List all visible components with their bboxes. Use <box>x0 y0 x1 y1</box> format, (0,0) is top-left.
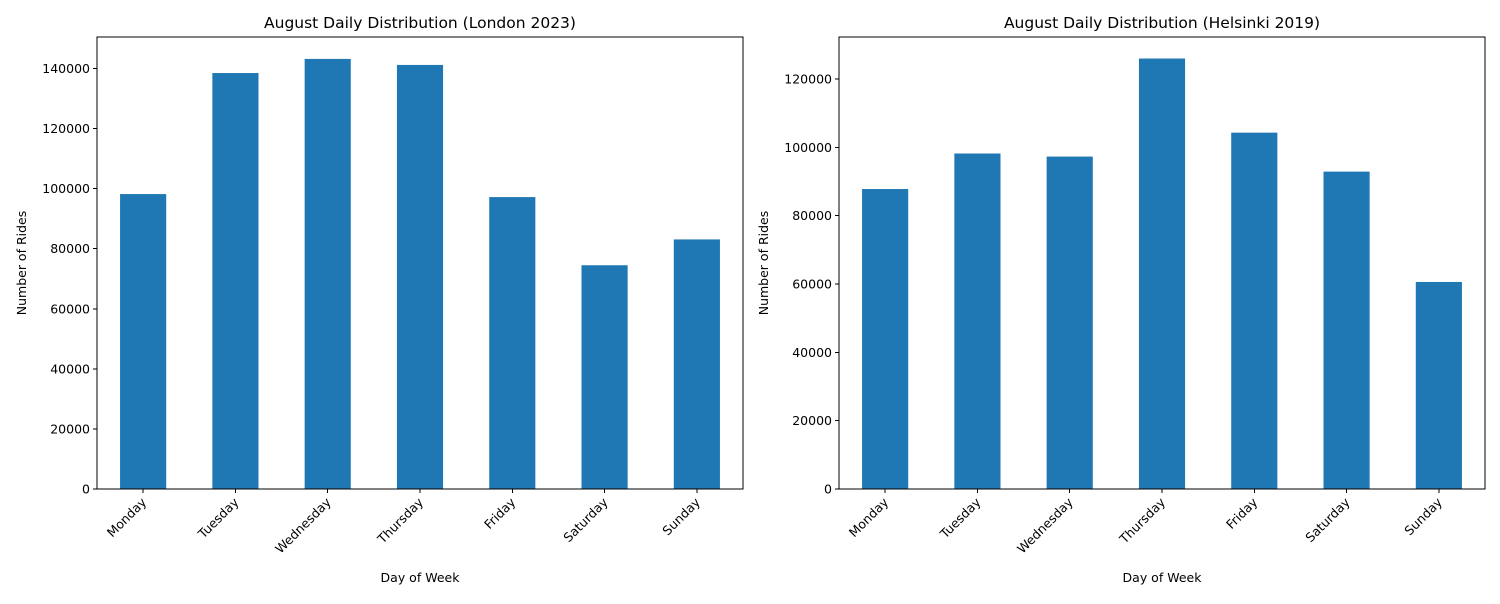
x-tick-label: Friday <box>481 494 519 532</box>
x-tick-label: Saturday <box>560 494 611 545</box>
y-tick-label: 80000 <box>792 208 832 223</box>
bar-friday <box>1231 132 1278 489</box>
bar-sunday <box>1415 281 1462 489</box>
bar-tuesday <box>954 153 1001 489</box>
x-tick-label: Saturday <box>1302 494 1353 545</box>
x-tick-label: Tuesday <box>936 494 984 542</box>
bar-monday <box>862 189 909 489</box>
chart-helsinki-2019: August Daily Distribution (Helsinki 2019… <box>756 14 1486 585</box>
x-tick-label: Sunday <box>1401 494 1445 538</box>
y-tick-label: 40000 <box>792 345 832 360</box>
x-tick-label: Thursday <box>1116 494 1169 547</box>
x-tick-label: Tuesday <box>194 494 242 542</box>
x-tick-label: Monday <box>104 494 150 540</box>
chart-title: August Daily Distribution (Helsinki 2019… <box>1004 14 1320 32</box>
x-axis-label: Day of Week <box>381 570 461 585</box>
x-tick-label: Wednesday <box>1014 494 1076 556</box>
x-tick-label: Monday <box>846 494 892 540</box>
chart-london-2023: August Daily Distribution (London 2023) … <box>14 14 744 585</box>
y-tick-label: 100000 <box>784 140 832 155</box>
y-tick-label: 20000 <box>792 413 832 428</box>
x-tick-label: Sunday <box>659 494 703 538</box>
bar-wednesday <box>304 58 351 490</box>
y-tick-label: 0 <box>82 482 90 497</box>
y-axis-label: Number of Rides <box>14 211 29 316</box>
bar-saturday <box>581 265 628 489</box>
bar-friday <box>489 197 536 489</box>
y-tick-label: 0 <box>824 482 832 497</box>
bar-thursday <box>1138 58 1186 490</box>
y-tick-label: 60000 <box>792 277 832 292</box>
x-tick-label: Thursday <box>374 494 427 547</box>
x-tick-label: Wednesday <box>272 494 334 556</box>
y-tick-label: 120000 <box>42 121 90 136</box>
bar-monday <box>120 194 167 489</box>
chart-title: August Daily Distribution (London 2023) <box>264 14 576 32</box>
x-axis-label: Day of Week <box>1123 570 1203 585</box>
bar-tuesday <box>212 73 259 489</box>
y-tick-label: 60000 <box>50 301 90 316</box>
bar-sunday <box>673 239 720 489</box>
y-tick-label: 80000 <box>50 241 90 256</box>
y-tick-label: 100000 <box>42 181 90 196</box>
x-tick-label: Friday <box>1223 494 1261 532</box>
y-axis-label: Number of Rides <box>756 211 771 316</box>
bar-saturday <box>1323 171 1370 490</box>
bar-wednesday <box>1046 156 1093 489</box>
y-tick-label: 20000 <box>50 421 90 436</box>
y-tick-label: 120000 <box>784 72 832 87</box>
bar-thursday <box>396 64 444 490</box>
y-tick-label: 140000 <box>42 61 90 76</box>
y-tick-label: 40000 <box>50 361 90 376</box>
